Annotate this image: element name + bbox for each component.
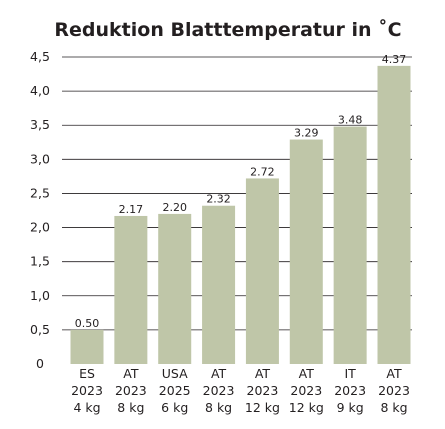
bar [333, 126, 367, 364]
y-tick-label: 1,5 [30, 254, 50, 269]
y-tick-label: 3,0 [30, 151, 50, 166]
category-label: 2025 [159, 383, 191, 398]
y-tick-label: 2,5 [30, 185, 50, 200]
category-label: AT [255, 366, 271, 381]
y-tick-label: 4,5 [30, 49, 50, 64]
category-label: 8 kg [380, 400, 407, 415]
chart-title: Reduktion Blatttemperatur in ˚C [54, 18, 401, 41]
bar [245, 178, 279, 364]
data-labels: 0.50 2.17 2.20 2.32 2.72 3.29 3.48 4.37 [75, 53, 407, 330]
bars [70, 65, 411, 364]
category-label: AT [211, 366, 227, 381]
category-label: 8 kg [117, 400, 144, 415]
category-label: IT [344, 366, 356, 381]
category-label: AT [123, 366, 139, 381]
bar [158, 213, 192, 364]
bar-value-label: 0.50 [75, 317, 100, 330]
category-label: AT [299, 366, 315, 381]
y-tick-label: 1,0 [30, 288, 50, 303]
bar [114, 215, 148, 364]
bar [377, 65, 411, 364]
category-label: 9 kg [337, 400, 364, 415]
bar [289, 139, 323, 364]
category-label: USA [162, 366, 188, 381]
y-tick-label: 4,0 [30, 83, 50, 98]
x-axis-category-labels: ES 2023 4 kg AT 2023 8 kg USA 2025 6 kg AT 2023 8 k… [71, 366, 410, 415]
bar [202, 205, 236, 364]
category-label: 8 kg [205, 400, 232, 415]
bar-value-label: 2.72 [250, 165, 275, 178]
category-label: 2023 [290, 383, 322, 398]
category-label: AT [386, 366, 402, 381]
category-label: 2023 [203, 383, 235, 398]
category-label: 2023 [115, 383, 147, 398]
y-tick-label: 2,0 [30, 220, 50, 235]
bar-value-label: 2.20 [162, 201, 187, 214]
category-label: 2023 [71, 383, 103, 398]
category-label: 12 kg [245, 400, 280, 415]
y-tick-label: 0 [36, 356, 44, 371]
bar [70, 329, 104, 364]
y-axis-tick-labels: 0 0,5 1,0 1,5 2,0 2,5 3,0 3,5 4,0 4,5 [30, 49, 50, 371]
bar-value-label: 3.48 [338, 114, 363, 127]
category-label: 2023 [247, 383, 279, 398]
bar-value-label: 2.17 [119, 203, 144, 216]
category-label: ES [79, 366, 95, 381]
category-label: 6 kg [161, 400, 188, 415]
y-tick-label: 0,5 [30, 322, 50, 337]
category-label: 2023 [378, 383, 410, 398]
category-label: 12 kg [289, 400, 324, 415]
bar-value-label: 3.29 [294, 127, 319, 140]
bar-value-label: 2.32 [206, 193, 231, 206]
category-label: 4 kg [73, 400, 100, 415]
category-label: 2023 [334, 383, 366, 398]
y-tick-label: 3,5 [30, 117, 50, 132]
bar-value-label: 4.37 [382, 53, 407, 66]
